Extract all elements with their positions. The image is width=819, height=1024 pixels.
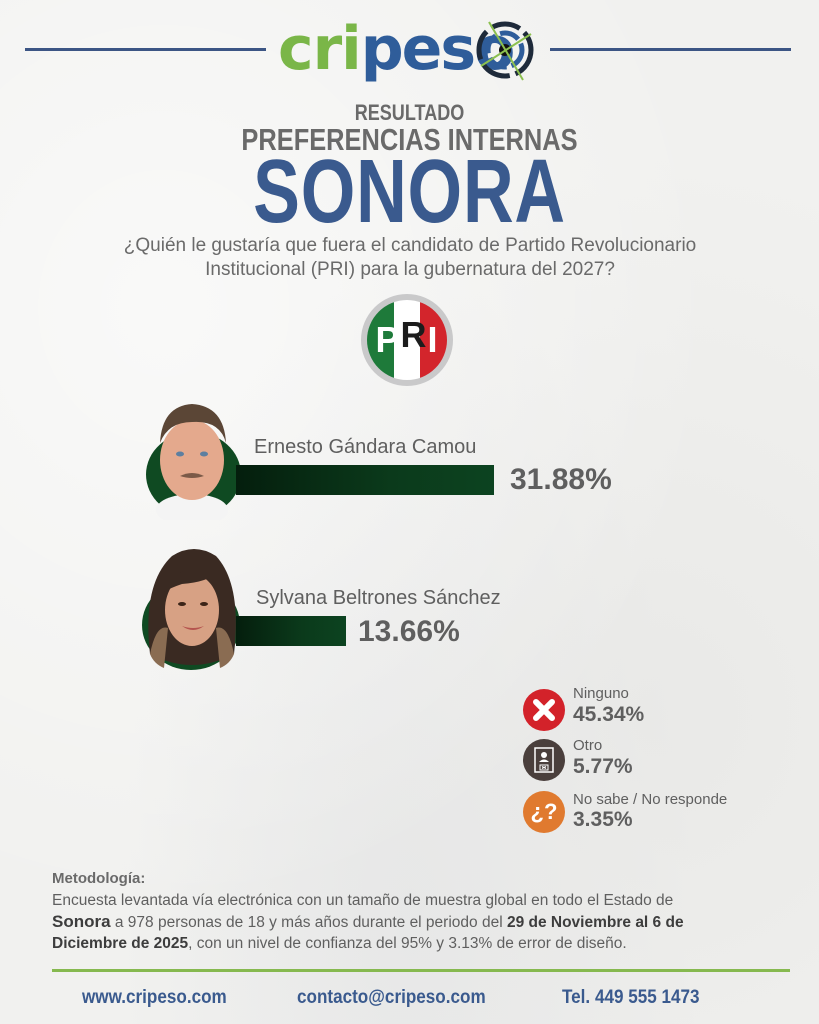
x-icon bbox=[523, 689, 565, 731]
state-emphasis: Sonora bbox=[52, 912, 111, 931]
candidate-percentage: 31.88% bbox=[510, 463, 612, 496]
pri-letter-i: I bbox=[427, 319, 439, 360]
question-icon: ¿? bbox=[523, 791, 565, 833]
methodology-line-2-text: a 978 personas de 18 y más años durante … bbox=[110, 914, 507, 931]
logo-word-green: cri bbox=[278, 14, 362, 84]
pri-letter-r: R bbox=[400, 314, 428, 355]
kicker-title: RESULTADO bbox=[354, 100, 465, 125]
website-link[interactable]: www.cripeso.com bbox=[82, 987, 227, 1008]
question-line-2: Institucional (PRI) para la gubernatura … bbox=[205, 259, 615, 280]
footer-divider bbox=[52, 969, 790, 972]
candidate-name: Ernesto Gándara Camou bbox=[254, 436, 477, 458]
cripeso-logo: cripeso bbox=[270, 8, 550, 88]
avatar-ernesto bbox=[156, 404, 228, 520]
subtitle: PREFERENCIAS INTERNAS bbox=[241, 122, 578, 157]
option-value: 5.77% bbox=[573, 755, 633, 778]
ballot-icon bbox=[523, 739, 565, 781]
survey-question: ¿Quién le gustaría que fuera el candidat… bbox=[60, 234, 760, 282]
methodology-title: Metodología: bbox=[52, 870, 146, 887]
option-label: Otro bbox=[573, 737, 603, 754]
methodology-text: Encuesta levantada vía electrónica con u… bbox=[52, 890, 782, 954]
question-glyph: ¿? bbox=[530, 799, 558, 824]
phone-number[interactable]: Tel. 449 555 1473 bbox=[562, 987, 700, 1008]
methodology-line-2: Sonora a 978 personas de 18 y más años d… bbox=[52, 911, 782, 933]
candidate-name: Sylvana Beltrones Sánchez bbox=[256, 587, 501, 609]
option-label: Ninguno bbox=[573, 685, 629, 702]
candidate-percentage: 13.66% bbox=[358, 615, 460, 648]
methodology-line-3-text: , con un nivel de confianza del 95% y 3.… bbox=[188, 935, 627, 952]
option-value: 3.35% bbox=[573, 808, 633, 831]
candidate-bar bbox=[236, 465, 494, 495]
pri-party-logo: P R I bbox=[361, 294, 453, 386]
header-rule-right bbox=[550, 48, 791, 51]
methodology-line-1: Encuesta levantada vía electrónica con u… bbox=[52, 892, 674, 909]
header-rule-left bbox=[25, 48, 266, 51]
target-icon bbox=[476, 21, 534, 81]
state-title: SONORA bbox=[253, 142, 566, 242]
avatar-sylvana bbox=[148, 549, 236, 668]
option-label: No sabe / No responde bbox=[573, 791, 728, 808]
date-range-end: Diciembre de 2025 bbox=[52, 935, 189, 952]
option-value: 45.34% bbox=[573, 703, 645, 726]
email-link[interactable]: contacto@cripeso.com bbox=[297, 987, 486, 1008]
question-line-1: ¿Quién le gustaría que fuera el candidat… bbox=[123, 235, 697, 256]
date-range-start: 29 de Noviembre al 6 de bbox=[506, 914, 684, 931]
pri-letter-p: P bbox=[375, 319, 401, 360]
candidate-bar bbox=[236, 616, 346, 646]
methodology-line-3: Diciembre de 2025, con un nivel de confi… bbox=[52, 933, 782, 954]
